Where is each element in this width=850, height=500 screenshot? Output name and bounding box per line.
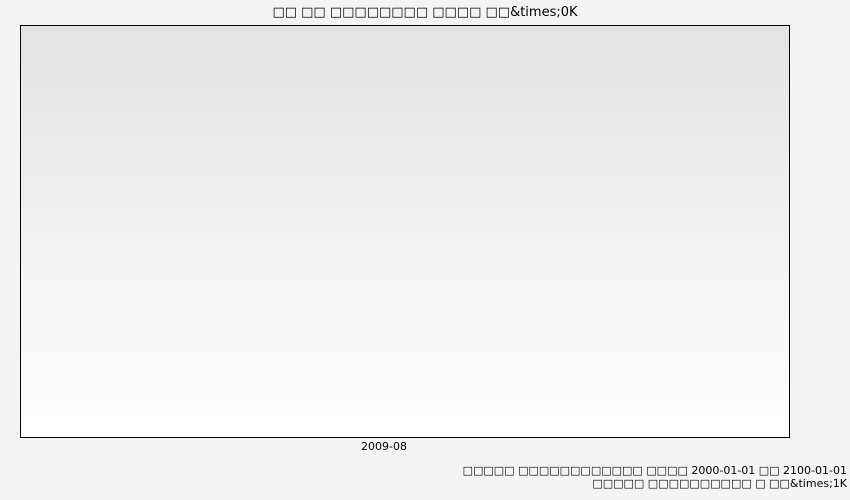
date-range-note: □□□□□ □□□□□□□□□□□□ □□□□ 2000-01-01 □□ 21… (462, 464, 847, 477)
plot-svg (21, 26, 789, 437)
x-tick-label: 2009-08 (361, 440, 407, 453)
plot-area (20, 25, 790, 438)
total-note: □□□□□ □□□□□□□□□□ □ □□&times;1K (592, 477, 847, 490)
chart-title: □□ □□ □□□□□□□□ □□□□ □□&times;0K (272, 5, 578, 20)
